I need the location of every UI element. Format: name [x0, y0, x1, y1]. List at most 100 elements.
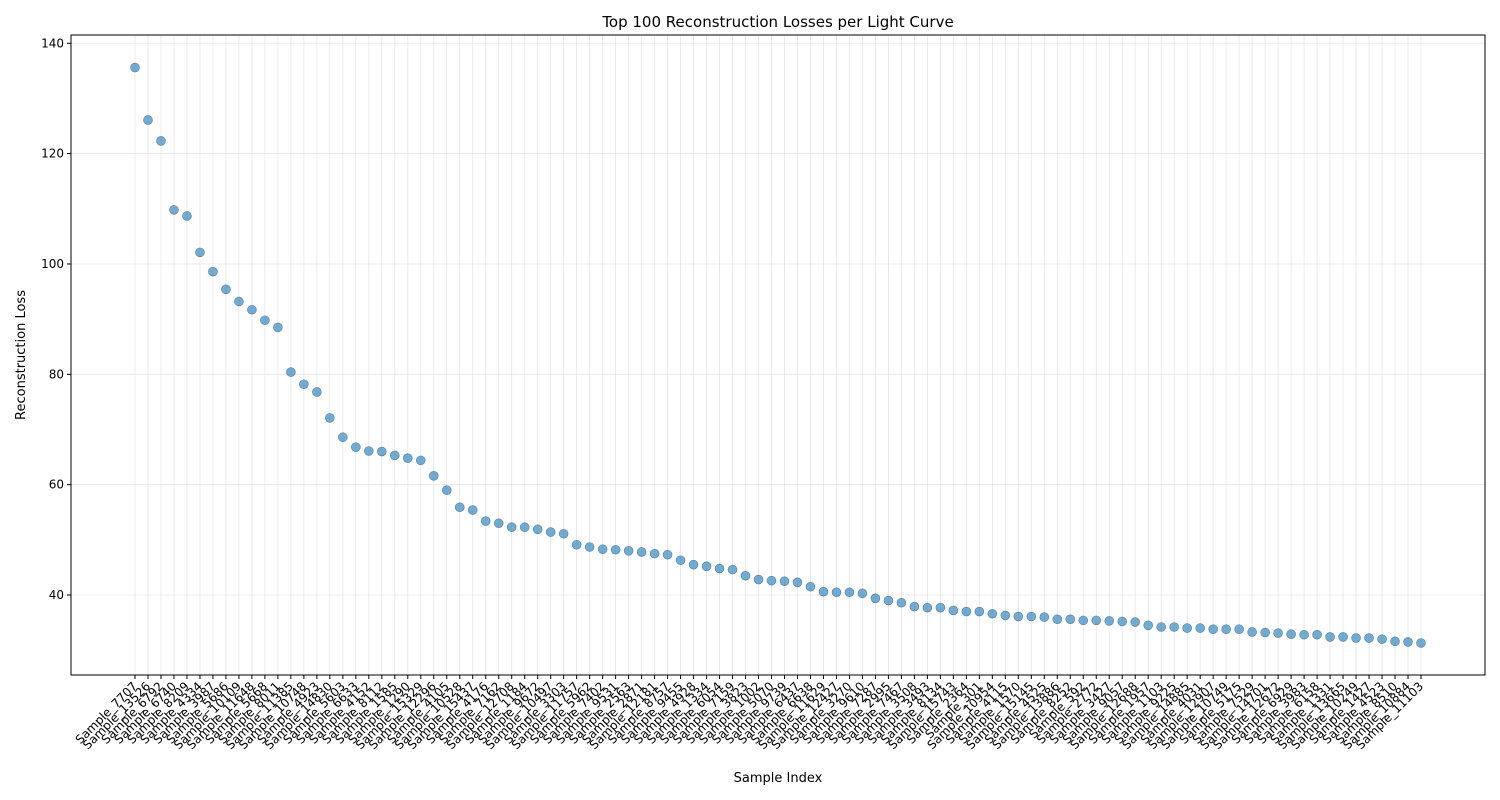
data-point [818, 586, 829, 597]
data-point [441, 485, 452, 495]
data-point [909, 601, 920, 612]
data-point [1078, 615, 1089, 626]
data-point [415, 455, 426, 466]
data-point [467, 505, 478, 515]
y-tick-label: 140 [41, 36, 64, 50]
data-point [1039, 612, 1050, 622]
data-point [1338, 632, 1348, 642]
data-point [1143, 620, 1154, 631]
data-point [1260, 627, 1270, 638]
data-point [1195, 623, 1205, 633]
y-tick-label: 100 [41, 257, 64, 271]
data-point [636, 547, 647, 557]
data-point [1312, 629, 1322, 640]
data-point [779, 576, 790, 587]
data-point [766, 575, 777, 586]
y-tick-label: 120 [41, 147, 64, 161]
data-point [195, 247, 205, 258]
data-point [1000, 610, 1011, 621]
data-point [662, 549, 673, 560]
x-axis-ticks: Sample_7707Sample_13526Sample_6792Sample… [73, 675, 1426, 752]
data-point [1403, 637, 1413, 647]
data-point [389, 450, 400, 461]
data-point [532, 524, 543, 535]
data-point [377, 446, 387, 457]
data-point [506, 522, 517, 532]
data-point [1182, 623, 1192, 633]
y-axis-ticks: 40 60 80 100 120 140 [41, 36, 71, 602]
data-point [1026, 611, 1037, 622]
data-point [208, 266, 218, 277]
data-point [402, 453, 413, 463]
data-point [1273, 628, 1283, 638]
data-point [169, 205, 179, 215]
data-point [792, 577, 803, 588]
data-point [234, 296, 244, 307]
data-point [130, 62, 140, 73]
data-point [571, 539, 582, 550]
data-point [1416, 638, 1426, 648]
data-point [1247, 627, 1257, 637]
data-point [1104, 616, 1115, 626]
data-point [247, 304, 257, 315]
data-point [935, 602, 946, 613]
data-point [688, 559, 699, 570]
grid-lines [71, 35, 1485, 675]
data-point [1091, 615, 1102, 626]
y-tick-label: 60 [49, 478, 64, 492]
data-point [480, 516, 491, 526]
data-point [1377, 634, 1387, 644]
data-point [454, 502, 465, 513]
data-point [1364, 633, 1374, 643]
data-point [299, 379, 309, 390]
data-point [338, 432, 348, 443]
data-point [597, 544, 608, 555]
data-point [182, 211, 192, 221]
data-point [558, 528, 569, 539]
data-point [221, 284, 231, 295]
data-point [273, 322, 283, 333]
data-point [519, 522, 530, 532]
data-point [623, 546, 634, 556]
data-point [1299, 629, 1309, 640]
data-point [312, 387, 322, 397]
data-point [1130, 617, 1141, 627]
data-point [325, 413, 335, 423]
data-point [364, 446, 374, 456]
data-point [1351, 633, 1361, 643]
data-point [740, 570, 751, 581]
data-point [1156, 622, 1167, 632]
data-point [857, 588, 868, 599]
data-point [883, 595, 894, 606]
data-point [844, 587, 855, 598]
plot-frame [70, 34, 1486, 676]
data-point [948, 605, 959, 616]
data-point [1221, 624, 1231, 635]
data-point [260, 315, 270, 326]
data-point [961, 606, 972, 617]
data-point [649, 548, 660, 559]
data-point [1325, 632, 1335, 642]
data-point [805, 581, 816, 592]
data-point [1065, 614, 1076, 625]
data-point [974, 606, 985, 617]
data-point [428, 471, 439, 481]
data-point [493, 518, 504, 529]
data-point [675, 555, 686, 566]
data-point [1286, 629, 1296, 639]
data-point [870, 593, 881, 604]
data-point [545, 527, 556, 537]
chart-title: Top 100 Reconstruction Losses per Light … [601, 13, 953, 31]
data-point [1208, 624, 1218, 635]
data-point [987, 608, 998, 619]
data-point [1390, 636, 1400, 647]
data-point [753, 574, 764, 585]
data-point [701, 561, 712, 572]
data-points [130, 62, 1426, 648]
data-point [1052, 614, 1063, 625]
x-axis-label: Sample Index [734, 771, 823, 786]
y-axis-label: Reconstruction Loss [14, 290, 29, 420]
data-point [1234, 624, 1244, 635]
